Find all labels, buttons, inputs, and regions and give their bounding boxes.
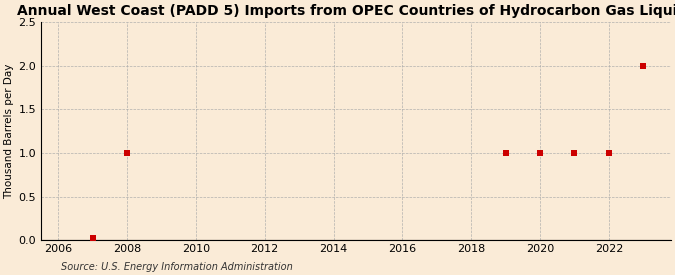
Point	[603, 151, 614, 155]
Point	[87, 236, 98, 241]
Point	[569, 151, 580, 155]
Point	[500, 151, 511, 155]
Point	[535, 151, 545, 155]
Point	[638, 64, 649, 68]
Text: Source: U.S. Energy Information Administration: Source: U.S. Energy Information Administ…	[61, 262, 292, 272]
Point	[122, 151, 132, 155]
Y-axis label: Thousand Barrels per Day: Thousand Barrels per Day	[4, 64, 14, 199]
Title: Annual West Coast (PADD 5) Imports from OPEC Countries of Hydrocarbon Gas Liquid: Annual West Coast (PADD 5) Imports from …	[17, 4, 675, 18]
